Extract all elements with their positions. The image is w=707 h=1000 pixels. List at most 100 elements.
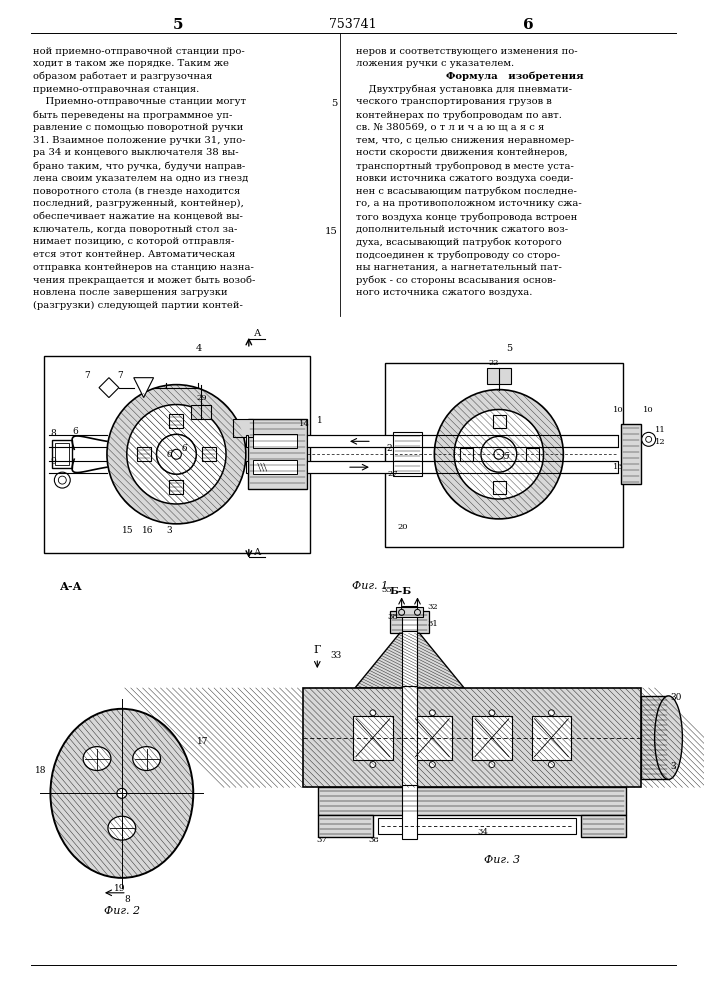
Text: 8: 8 — [50, 429, 56, 438]
Text: 4: 4 — [196, 344, 202, 353]
Text: Фиг. 1: Фиг. 1 — [352, 581, 388, 591]
Text: новки источника сжатого воздуха соеди-: новки источника сжатого воздуха соеди- — [356, 174, 573, 183]
Ellipse shape — [655, 696, 682, 779]
Text: образом работает и разгрузочная: образом работает и разгрузочная — [33, 72, 212, 81]
Bar — [45, 356, 310, 553]
Text: 6: 6 — [523, 18, 534, 32]
Text: А: А — [254, 548, 261, 557]
Text: 5: 5 — [173, 18, 184, 32]
Ellipse shape — [133, 747, 160, 770]
Text: транспортный трубопровод в месте уста-: транспортный трубопровод в месте уста- — [356, 161, 574, 171]
Text: (разгрузки) следующей партии контей-: (разгрузки) следующей партии контей- — [33, 301, 243, 310]
Bar — [487, 368, 510, 384]
Bar — [378, 818, 576, 834]
Text: 10: 10 — [643, 406, 653, 414]
Bar — [472, 716, 512, 760]
Text: го, а на противоположном источнику сжа-: го, а на противоположном источнику сжа- — [356, 199, 582, 208]
Polygon shape — [355, 633, 464, 688]
Text: 5: 5 — [506, 344, 512, 353]
Text: Б-Б: Б-Б — [390, 587, 412, 596]
Text: последний, разгруженный, контейнер),: последний, разгруженный, контейнер), — [33, 199, 243, 208]
Bar — [55, 443, 69, 465]
Bar — [192, 405, 211, 419]
Text: Формула   изобретения: Формула изобретения — [446, 72, 583, 81]
Polygon shape — [134, 378, 153, 398]
Bar — [308, 435, 618, 447]
Text: ческого транспортирования грузов в: ческого транспортирования грузов в — [356, 97, 551, 106]
Circle shape — [429, 762, 436, 768]
Text: равление с помощью поворотной ручки: равление с помощью поворотной ручки — [33, 123, 243, 132]
Circle shape — [549, 762, 554, 768]
Text: 11: 11 — [655, 426, 665, 434]
Bar — [318, 787, 626, 815]
Ellipse shape — [108, 816, 136, 840]
Circle shape — [642, 432, 655, 446]
Text: 34: 34 — [477, 828, 488, 836]
Circle shape — [107, 385, 246, 524]
Text: 6: 6 — [166, 450, 173, 459]
Text: 6: 6 — [182, 444, 187, 453]
Circle shape — [54, 472, 70, 488]
Bar — [396, 607, 423, 617]
Bar — [402, 631, 418, 690]
Polygon shape — [99, 378, 119, 398]
Bar — [402, 686, 418, 789]
Text: новлена после завершения загрузки: новлена после завершения загрузки — [33, 288, 227, 297]
Circle shape — [127, 405, 226, 504]
Bar — [402, 785, 418, 839]
Circle shape — [117, 788, 127, 798]
Text: ключатель, когда поворотный стол за-: ключатель, когда поворотный стол за- — [33, 225, 237, 234]
Text: подсоединен к трубопроводу со сторо-: подсоединен к трубопроводу со сторо- — [356, 250, 560, 260]
Text: 16: 16 — [141, 526, 153, 535]
Text: св. № 380569, о т л и ч а ю щ а я с я: св. № 380569, о т л и ч а ю щ а я с я — [356, 123, 544, 132]
Text: 13: 13 — [613, 463, 624, 471]
Text: поворотного стола (в гнезде находится: поворотного стола (в гнезде находится — [33, 187, 240, 196]
Text: 9: 9 — [50, 457, 56, 466]
Text: чения прекращается и может быть возоб-: чения прекращается и может быть возоб- — [33, 276, 255, 285]
Text: 31: 31 — [428, 620, 438, 628]
Text: 20: 20 — [397, 523, 408, 531]
Text: неров и соответствующего изменения по-: неров и соответствующего изменения по- — [356, 47, 578, 56]
Circle shape — [370, 710, 376, 716]
Text: нимает позицию, с которой отправля-: нимает позицию, с которой отправля- — [33, 237, 234, 246]
Bar — [253, 460, 298, 474]
Text: 18: 18 — [35, 766, 46, 775]
Bar — [52, 440, 72, 468]
Text: нен с всасывающим патрубком последне-: нен с всасывающим патрубком последне- — [356, 187, 577, 196]
Text: 5: 5 — [504, 452, 510, 461]
Text: брано таким, что ручка, будучи направ-: брано таким, что ручка, будучи направ- — [33, 161, 245, 171]
Text: 15: 15 — [325, 227, 337, 236]
Bar — [318, 815, 373, 837]
Bar — [392, 432, 423, 476]
Bar — [253, 434, 298, 448]
Bar — [493, 481, 506, 494]
Text: 32: 32 — [428, 603, 438, 611]
Text: 31. Взаимное положение ручки 31, упо-: 31. Взаимное положение ручки 31, упо- — [33, 136, 245, 145]
Text: ется этот контейнер. Автоматическая: ется этот контейнер. Автоматическая — [33, 250, 235, 259]
Bar — [460, 448, 473, 461]
Text: 5: 5 — [331, 99, 337, 108]
Text: 30: 30 — [670, 693, 682, 702]
Circle shape — [370, 762, 376, 768]
Text: 7: 7 — [84, 371, 90, 380]
Text: Фиг. 3: Фиг. 3 — [484, 855, 520, 865]
Text: 1: 1 — [317, 416, 323, 425]
Text: ходит в таком же порядке. Таким же: ходит в таком же порядке. Таким же — [33, 59, 228, 68]
Text: того воздуха конце трубопровода встроен: того воздуха конце трубопровода встроен — [356, 212, 578, 222]
Bar — [308, 461, 618, 473]
Circle shape — [156, 434, 197, 474]
Bar — [233, 419, 253, 437]
Text: 7: 7 — [117, 371, 122, 380]
Text: обеспечивает нажатие на концевой вы-: обеспечивает нажатие на концевой вы- — [33, 212, 243, 221]
Bar — [621, 424, 641, 484]
Bar — [170, 480, 183, 494]
Bar — [641, 696, 669, 779]
Text: 3: 3 — [166, 526, 172, 535]
Circle shape — [645, 436, 652, 442]
Bar — [493, 415, 506, 428]
Text: отправка контейнеров на станцию назна-: отправка контейнеров на станцию назна- — [33, 263, 253, 272]
Text: 29: 29 — [197, 394, 207, 402]
Bar — [170, 414, 183, 428]
Text: 15: 15 — [122, 526, 134, 535]
Bar — [202, 447, 216, 461]
